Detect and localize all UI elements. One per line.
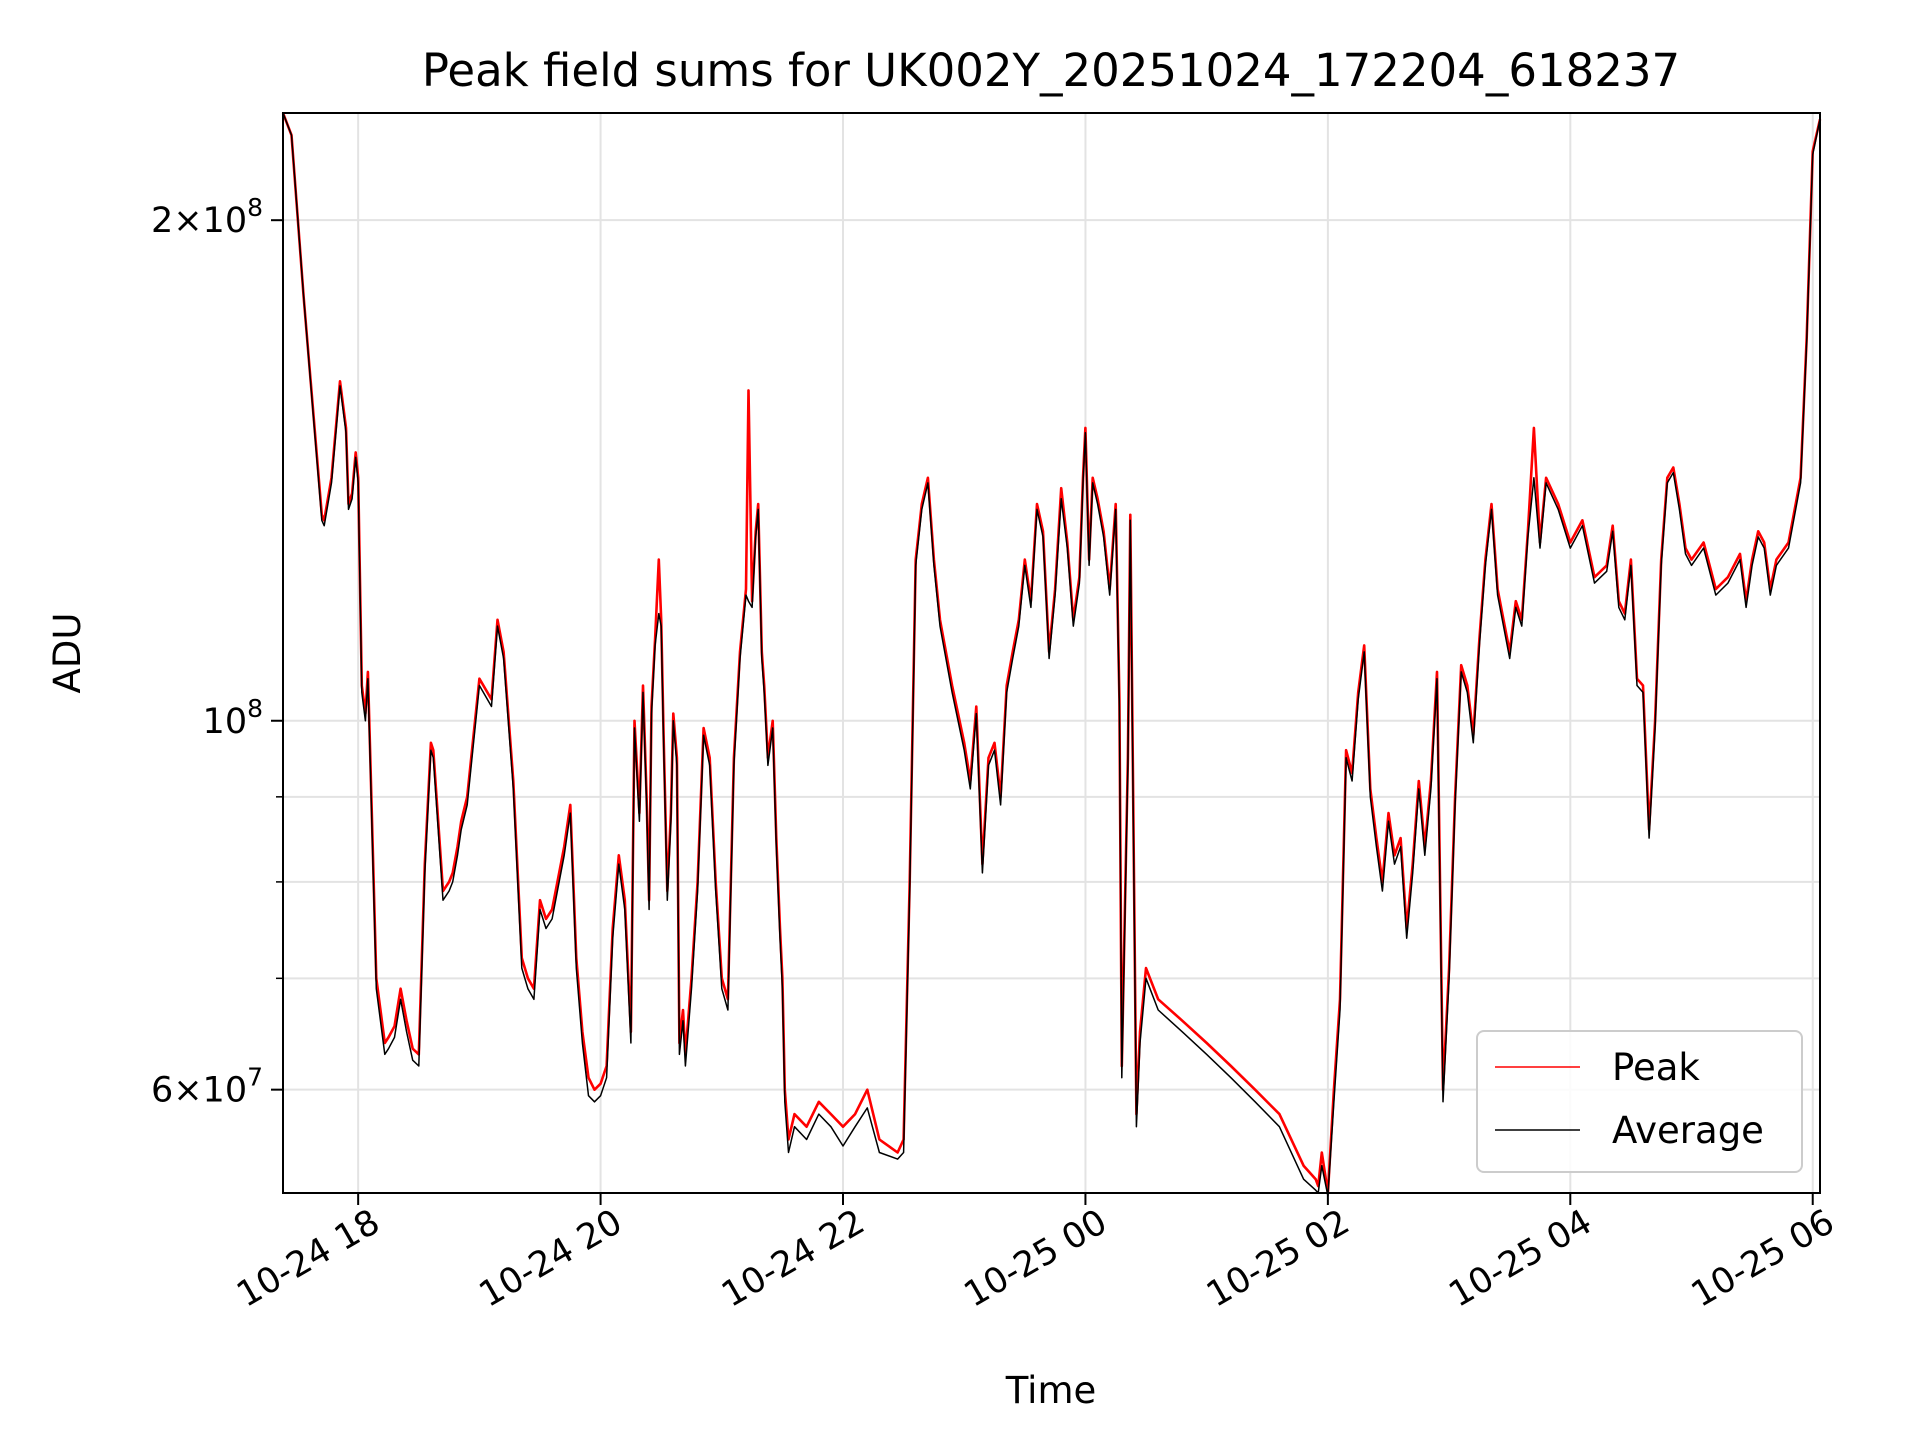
legend-average-label: Average [1612, 1109, 1764, 1152]
y-tick-label: 6×107 [151, 1063, 263, 1111]
x-axis-label: Time [1005, 1369, 1097, 1412]
legend-peak-label: Peak [1612, 1046, 1700, 1089]
chart-title: Peak field sums for UK002Y_20251024_1722… [422, 44, 1680, 97]
legend: Peak Average [1476, 1030, 1803, 1173]
series-group [281, 112, 1822, 1197]
grid [283, 113, 1820, 1193]
plot-frame [282, 112, 1821, 1194]
y-axis-label: ADU [46, 613, 89, 694]
series-line-average [282, 112, 1821, 1197]
y-tick-label: 2×108 [151, 193, 263, 241]
